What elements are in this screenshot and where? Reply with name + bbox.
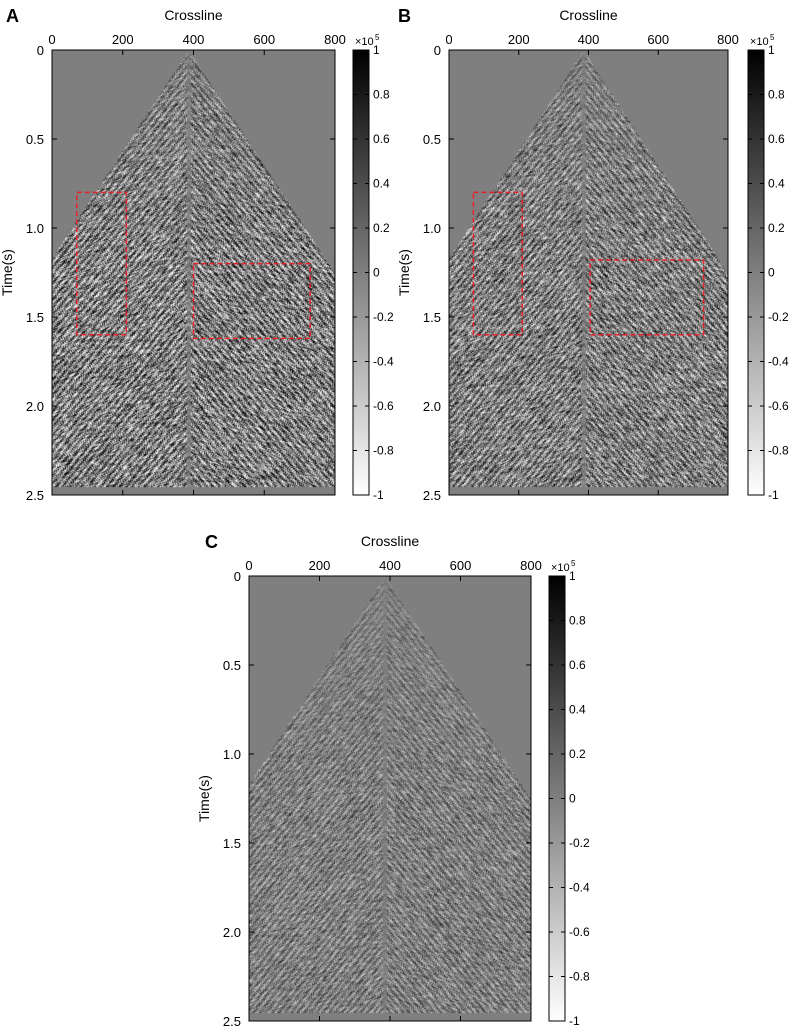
y-tick-label: 0 — [234, 569, 241, 584]
colorbar-multiplier: ×10 — [750, 36, 769, 48]
colorbar-tick-label: 0.4 — [373, 177, 390, 191]
colorbar-tick-label: 0 — [768, 266, 775, 280]
y-tick-label: 2.0 — [223, 925, 241, 940]
x-tick-label: 800 — [717, 32, 739, 47]
highlight-box — [472, 191, 523, 336]
colorbar-tick-label: -0.6 — [373, 399, 394, 413]
seismic-image — [449, 50, 728, 495]
panel-letter: B — [398, 6, 411, 26]
colorbar-tick-label: -1 — [373, 488, 384, 502]
y-tick-label: 0.5 — [223, 658, 241, 673]
colorbar-tick-label: 0.2 — [768, 221, 785, 235]
colorbar-tick-label: -0.6 — [569, 925, 590, 939]
colorbar-tick-label: -0.2 — [569, 836, 590, 850]
x-tick-label: 0 — [48, 32, 55, 47]
colorbar-tick-label: -1 — [569, 1014, 580, 1028]
colorbar-tick-label: -0.8 — [373, 444, 394, 458]
y-tick-label: 2.5 — [423, 488, 441, 503]
panel-letter: A — [6, 6, 19, 26]
panel-a: 0 200 400 600 800 0 0.5 1.0 1.5 2.0 2.5 Crossline Ti… — [0, 6, 394, 503]
colorbar-tick-label: 0.4 — [569, 703, 586, 717]
x-tick-label: 600 — [647, 32, 669, 47]
colorbar-exponent: 5 — [571, 559, 576, 568]
colorbar-tick-label: -0.8 — [768, 444, 789, 458]
colorbar-tick-label: 0 — [569, 792, 576, 806]
highlight-box — [192, 262, 311, 340]
colorbar-tick-label: 0.6 — [373, 132, 390, 146]
x-tick-label: 0 — [445, 32, 452, 47]
x-tick-label: 0 — [245, 558, 252, 573]
x-tick-label: 600 — [450, 558, 472, 573]
colorbar-tick-label: 0.8 — [569, 614, 586, 628]
y-tick-label: 0.5 — [26, 132, 44, 147]
colorbar-tick-label: 1 — [768, 43, 775, 57]
colorbar-tick-label: -0.2 — [768, 310, 789, 324]
colorbar-tick-label: -0.2 — [373, 310, 394, 324]
y-tick-label: 2.0 — [26, 399, 44, 414]
y-tick-label: 0.5 — [423, 132, 441, 147]
x-tick-label: 400 — [183, 32, 205, 47]
panel-letter: C — [205, 532, 218, 552]
x-tick-label: 400 — [578, 32, 600, 47]
y-axis-label: Time(s) — [196, 775, 212, 822]
colorbar-multiplier: ×10 — [551, 562, 570, 574]
colorbar-tick-label: -0.8 — [569, 970, 590, 984]
y-tick-label: 2.5 — [223, 1014, 241, 1028]
y-tick-label: 1.0 — [223, 747, 241, 762]
y-tick-label: 0 — [434, 43, 441, 58]
x-tick-label: 800 — [520, 558, 542, 573]
x-axis-label: Crossline — [164, 7, 223, 23]
x-axis-label: Crossline — [559, 7, 618, 23]
x-tick-label: 200 — [112, 32, 134, 47]
colorbar-tick-label: 0.6 — [569, 658, 586, 672]
x-tick-label: 400 — [379, 558, 401, 573]
seismic-image — [249, 576, 531, 1021]
x-tick-label: 200 — [508, 32, 530, 47]
colorbar-tick-label: -0.4 — [569, 881, 590, 895]
colorbar-tick-label: 0.8 — [768, 88, 785, 102]
colorbar-tick-label: 0.2 — [569, 747, 586, 761]
colorbar-tick-label: 1 — [569, 569, 576, 583]
seismic-image — [52, 50, 335, 495]
colorbar-tick-label: 0.6 — [768, 132, 785, 146]
y-tick-label: 0 — [37, 43, 44, 58]
panel-b: 0 200 400 600 800 0 0.5 1.0 1.5 2.0 2.5 Crossline Ti… — [396, 6, 789, 503]
y-tick-label: 2.0 — [423, 399, 441, 414]
y-tick-label: 1.5 — [26, 310, 44, 325]
highlight-box — [589, 259, 705, 336]
colorbar-tick-label: 0.4 — [768, 177, 785, 191]
x-tick-label: 600 — [253, 32, 275, 47]
y-tick-label: 1.0 — [423, 221, 441, 236]
y-tick-label: 1.0 — [26, 221, 44, 236]
x-tick-label: 200 — [309, 558, 331, 573]
colorbar-tick-label: 0 — [373, 266, 380, 280]
y-axis-label: Time(s) — [396, 249, 412, 296]
colorbar-exponent: 5 — [770, 33, 775, 42]
colorbar-tick-label: -0.4 — [768, 355, 789, 369]
y-tick-label: 1.5 — [223, 836, 241, 851]
colorbar-tick-label: -0.6 — [768, 399, 789, 413]
y-axis-label: Time(s) — [0, 249, 15, 296]
colorbar-tick-label: 1 — [373, 43, 380, 57]
panel-c: 0 200 400 600 800 0 0.5 1.0 1.5 2.0 2.5 Crossline Ti… — [196, 532, 590, 1028]
colorbar-tick-label: -1 — [768, 488, 779, 502]
x-axis-label: Crossline — [361, 533, 420, 549]
colorbar-tick-label: -0.4 — [373, 355, 394, 369]
x-tick-label: 800 — [324, 32, 346, 47]
colorbar-tick-label: 0.8 — [373, 88, 390, 102]
y-tick-label: 1.5 — [423, 310, 441, 325]
highlight-box — [76, 191, 128, 336]
colorbar-multiplier: ×10 — [355, 36, 374, 48]
y-tick-label: 2.5 — [26, 488, 44, 503]
colorbar-tick-label: 0.2 — [373, 221, 390, 235]
colorbar-exponent: 5 — [375, 33, 380, 42]
